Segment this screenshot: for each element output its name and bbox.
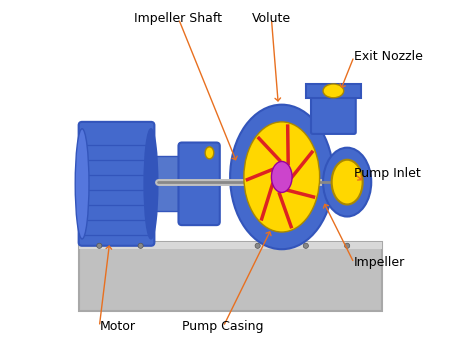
Ellipse shape: [230, 105, 333, 249]
Ellipse shape: [323, 84, 344, 98]
FancyBboxPatch shape: [79, 242, 382, 311]
Ellipse shape: [138, 243, 143, 248]
FancyBboxPatch shape: [306, 84, 361, 98]
Ellipse shape: [345, 243, 350, 248]
FancyBboxPatch shape: [179, 143, 220, 225]
Ellipse shape: [75, 129, 89, 239]
Text: Pump Casing: Pump Casing: [182, 320, 264, 333]
Ellipse shape: [323, 148, 371, 217]
Text: Impeller: Impeller: [354, 256, 405, 270]
Ellipse shape: [97, 243, 102, 248]
Polygon shape: [79, 242, 382, 249]
Ellipse shape: [303, 243, 309, 248]
Ellipse shape: [272, 161, 292, 193]
FancyBboxPatch shape: [311, 89, 356, 134]
Ellipse shape: [144, 129, 158, 239]
FancyBboxPatch shape: [79, 122, 155, 246]
Ellipse shape: [205, 147, 214, 159]
FancyBboxPatch shape: [151, 156, 182, 211]
Text: Impeller Shaft: Impeller Shaft: [135, 12, 222, 25]
Ellipse shape: [244, 122, 319, 232]
Ellipse shape: [255, 243, 260, 248]
Text: Exit Nozzle: Exit Nozzle: [354, 50, 423, 63]
Text: Volute: Volute: [252, 12, 291, 25]
Text: Pump Inlet: Pump Inlet: [354, 167, 421, 180]
Text: Motor: Motor: [100, 320, 135, 333]
Ellipse shape: [332, 160, 363, 204]
